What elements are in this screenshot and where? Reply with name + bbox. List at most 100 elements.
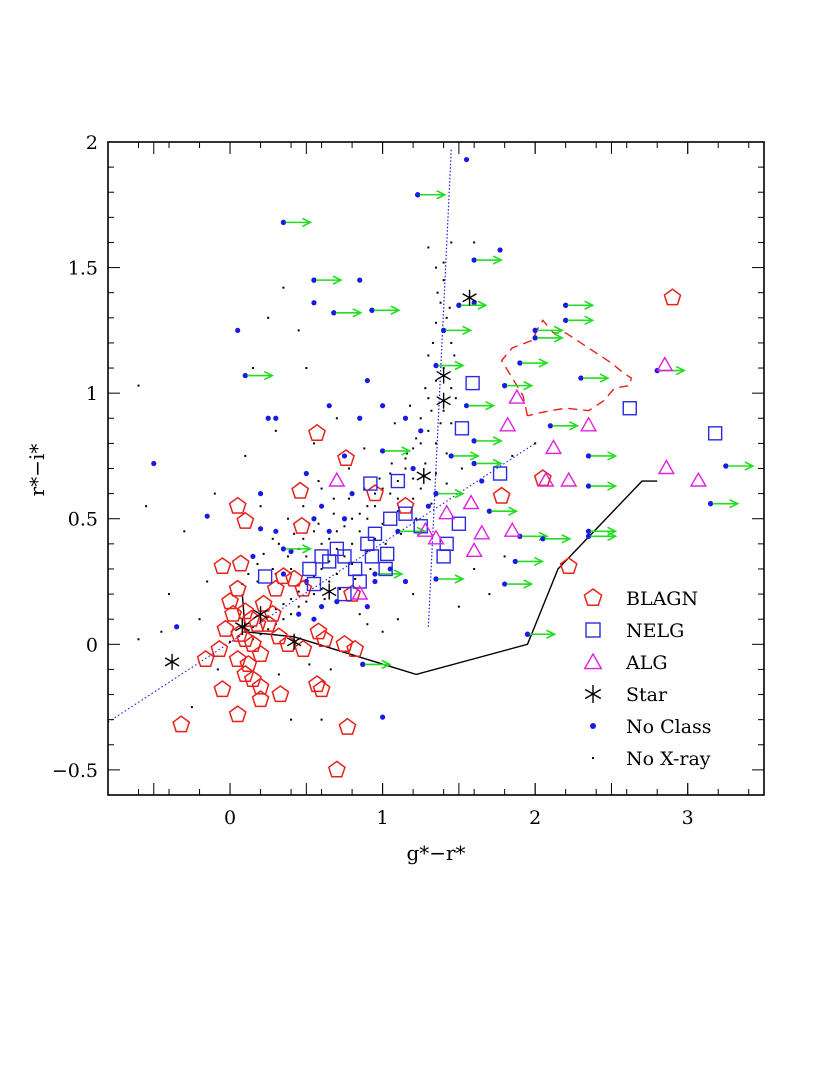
blagn-point [308,675,326,693]
upper-limit-arrow [552,421,580,431]
upper-limit-dot [372,571,378,577]
y-tick-label: −0.5 [52,760,98,782]
blagn-point [259,614,278,632]
star-point [436,392,451,409]
noxray-point [419,442,422,445]
noclass-point [341,453,348,459]
noclass-point [463,156,470,163]
alg-point [473,524,491,540]
blagn-point [236,602,255,620]
noxray-point [366,505,369,508]
noxray-point [290,718,293,721]
nelg-point [436,549,451,564]
x-tick-label: 2 [529,807,541,829]
noxray-point [442,261,445,264]
nelg-point [363,476,378,491]
upper-limit-arrow-head [607,481,618,491]
noclass-point [497,247,503,253]
noxray-point [396,510,399,513]
upper-limit-arrow [567,315,595,326]
upper-limit-arrow-head [477,300,488,310]
noxray-point [145,505,148,508]
nelg-point [390,473,406,489]
noxray-point [430,409,433,412]
upper-limit-arrow-head [492,255,503,265]
noxray-point [450,387,453,390]
upper-limit-arrow [438,360,465,371]
upper-limit-dot [433,362,439,369]
noxray-point [271,567,274,570]
nelg-point [364,549,380,564]
noclass-point [318,503,325,509]
star-point [436,367,451,384]
noxray-point [439,301,442,304]
upper-limit-dot [578,375,584,381]
noxray-point [404,467,407,470]
alg-point [544,438,562,455]
noxray-point [343,555,346,558]
alg-point [537,471,555,487]
noxray-point [396,480,399,483]
noxray-point [312,530,315,533]
upper-limit-dot [502,581,508,587]
noxray-point [412,477,415,480]
upper-limit-arrow-head [332,275,343,285]
noxray-point [435,266,437,269]
upper-limit-arrow [453,451,481,461]
star-point-stroke [286,637,302,647]
noxray-point [335,547,338,550]
noxray-point [404,457,407,460]
upper-limit-dot [532,327,538,333]
upper-limit-arrow [445,325,473,336]
nelg-point [314,549,329,564]
noxray-point [312,593,315,596]
noxray-point [277,673,280,676]
noxray-point [297,329,300,332]
noclass-point [341,516,348,522]
upper-limit-arrow-head [469,451,481,461]
noxray-point [183,530,186,533]
upper-limit-arrow [517,556,545,567]
upper-limit-arrow [491,506,519,516]
noxray-point [448,306,451,309]
nelg-point [302,561,317,577]
upper-limit-arrow [315,275,343,285]
noxray-point [213,492,216,495]
noxray-point [271,537,274,540]
noxray-point [445,482,448,485]
noxray-point [389,492,392,495]
upper-limit-arrow-head [546,629,557,639]
noxray-point [503,555,506,558]
noclass-point [418,428,424,434]
noclass-point [410,465,416,472]
noxray-point [247,572,250,575]
upper-limit-arrow [537,325,564,336]
noxray-point [534,442,537,445]
upper-limit-arrow [468,400,496,411]
noxray-point [396,497,399,500]
upper-limit-arrow [521,358,549,368]
y-tick-label: 0 [86,634,98,656]
noxray-point [297,590,300,593]
upper-limit-dot [563,302,569,308]
noxray-point [287,555,290,558]
noxray-point [390,462,393,465]
upper-limit-arrow [529,629,557,639]
noxray-point [267,615,270,618]
noclass-point [326,528,332,534]
blagn-point [285,569,304,587]
noxray-point [366,623,369,626]
upper-limit-dot [331,310,337,316]
upper-limit-arrow [285,544,313,554]
noxray-point [320,588,323,591]
noxray-point [366,517,369,520]
upper-limit-arrow [476,255,503,265]
upper-limit-arrow [506,579,534,589]
star-point-stroke [234,622,250,632]
star-point [286,633,302,650]
noxray-point [160,630,163,633]
noxray-point [442,279,445,282]
upper-limit-arrow [582,373,610,383]
alg-point [465,541,483,557]
upper-limit-dot [456,302,462,308]
